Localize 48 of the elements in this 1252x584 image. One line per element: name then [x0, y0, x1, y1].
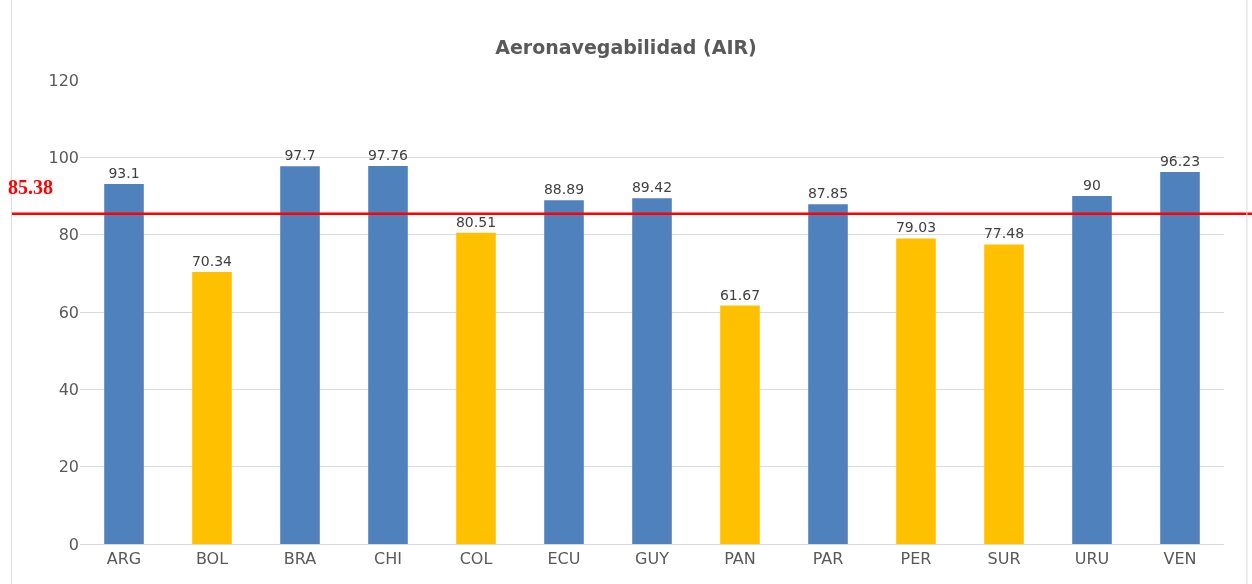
- bar: [808, 204, 848, 544]
- data-label: 79.03: [895, 219, 937, 236]
- data-label: 70.34: [191, 253, 233, 270]
- bar: [896, 238, 936, 544]
- bar: [104, 184, 144, 544]
- x-tick-label: BRA: [283, 549, 317, 569]
- x-tick-label: PAN: [724, 549, 756, 569]
- data-label: 96.23: [1159, 152, 1201, 169]
- x-tick-label: CHI: [374, 549, 402, 569]
- data-label: 87.85: [807, 185, 849, 202]
- data-label: 90: [1083, 177, 1101, 193]
- y-tick-label: 20: [58, 457, 79, 477]
- data-label: 80.51: [455, 213, 497, 230]
- data-label: 61.67: [719, 286, 761, 303]
- bar: [632, 198, 672, 544]
- y-tick-label: 60: [58, 302, 79, 322]
- x-tick-label: GUY: [635, 549, 670, 569]
- ref-line-label: 85.38: [8, 176, 53, 198]
- chart-title: Aeronavegabilidad (AIR): [495, 36, 757, 59]
- y-tick-label: 40: [58, 379, 79, 399]
- bar: [1160, 171, 1200, 544]
- data-label: 97.7: [284, 147, 316, 164]
- data-label: 97.76: [367, 146, 409, 163]
- y-tick-label: 120: [48, 70, 79, 90]
- x-tick-label: COL: [459, 549, 493, 569]
- x-tick-label: PAR: [812, 549, 844, 569]
- bar: [368, 165, 408, 544]
- bar: [1072, 196, 1112, 544]
- x-tick-label: ARG: [106, 549, 142, 569]
- data-label: 88.89: [543, 181, 585, 198]
- bar: [192, 272, 232, 544]
- x-tick-label: ECU: [547, 549, 581, 569]
- bar: [544, 200, 584, 544]
- x-tick-label: PER: [900, 549, 932, 569]
- x-tick-label: SUR: [987, 549, 1021, 569]
- bar: [280, 166, 320, 544]
- bar: [720, 305, 760, 544]
- y-tick-label: 80: [58, 225, 79, 245]
- bar: [984, 244, 1024, 544]
- bar: [456, 232, 496, 544]
- data-label: 77.48: [983, 225, 1025, 242]
- x-tick-label: VEN: [1163, 549, 1197, 569]
- data-label: 89.42: [631, 179, 673, 196]
- y-tick-label: 100: [48, 147, 79, 167]
- data-label: 93.1: [108, 165, 140, 182]
- y-tick-label: 0: [68, 534, 79, 554]
- x-tick-label: BOL: [195, 549, 229, 569]
- x-tick-label: URU: [1074, 549, 1110, 569]
